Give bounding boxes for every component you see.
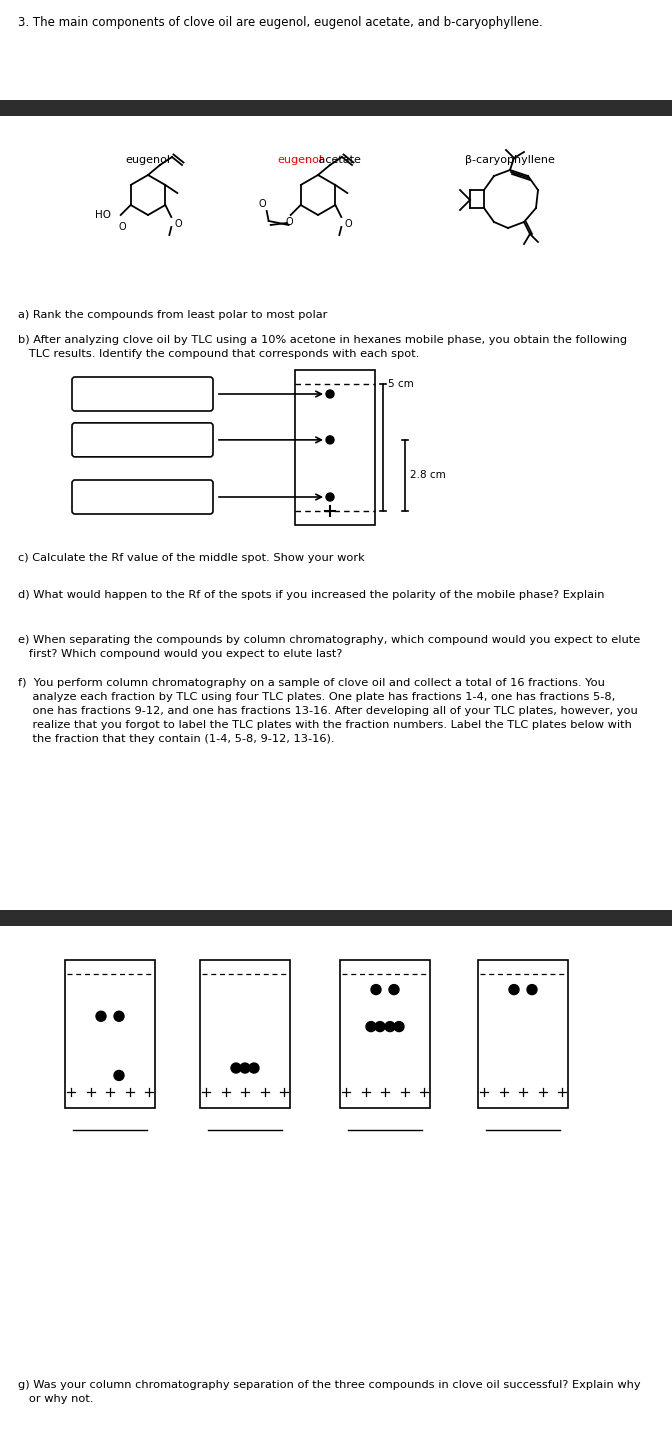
- Circle shape: [326, 435, 334, 444]
- Circle shape: [385, 1021, 395, 1031]
- Text: c) Calculate the Rf value of the middle spot. Show your work: c) Calculate the Rf value of the middle …: [18, 553, 365, 563]
- Circle shape: [249, 1063, 259, 1073]
- Text: O: O: [119, 222, 126, 232]
- Bar: [340, 959, 430, 1108]
- Circle shape: [394, 1021, 404, 1031]
- Text: a) Rank the compounds from least polar to most polar: a) Rank the compounds from least polar t…: [18, 309, 327, 319]
- Text: O: O: [259, 199, 267, 209]
- Text: O: O: [344, 219, 352, 229]
- Circle shape: [509, 985, 519, 995]
- Text: HO: HO: [95, 211, 111, 221]
- Circle shape: [231, 1063, 241, 1073]
- Text: O: O: [285, 218, 293, 228]
- Text: the fraction that they contain (1-4, 5-8, 9-12, 13-16).: the fraction that they contain (1-4, 5-8…: [18, 735, 335, 745]
- Bar: [478, 959, 568, 1108]
- Text: β-caryophyllene: β-caryophyllene: [465, 155, 555, 165]
- Text: TLC results. Identify the compound that corresponds with each spot.: TLC results. Identify the compound that …: [18, 349, 419, 359]
- Circle shape: [375, 1021, 385, 1031]
- Text: analyze each fraction by TLC using four TLC plates. One plate has fractions 1-4,: analyze each fraction by TLC using four …: [18, 692, 616, 702]
- FancyBboxPatch shape: [72, 422, 213, 457]
- Text: b) After analyzing clove oil by TLC using a 10% acetone in hexanes mobile phase,: b) After analyzing clove oil by TLC usin…: [18, 335, 627, 345]
- FancyBboxPatch shape: [72, 377, 213, 411]
- Text: eugenol: eugenol: [278, 155, 323, 165]
- Circle shape: [366, 1021, 376, 1031]
- Text: f)  You perform column chromatography on a sample of clove oil and collect a tot: f) You perform column chromatography on …: [18, 677, 605, 687]
- Text: 2.8 cm: 2.8 cm: [410, 471, 446, 481]
- Circle shape: [96, 1011, 106, 1021]
- FancyBboxPatch shape: [72, 480, 213, 514]
- Circle shape: [240, 1063, 250, 1073]
- Text: acetate: acetate: [315, 155, 361, 165]
- Text: first? Which compound would you expect to elute last?: first? Which compound would you expect t…: [18, 649, 342, 659]
- Circle shape: [114, 1011, 124, 1021]
- Bar: [0, 100, 672, 116]
- Text: O: O: [174, 219, 182, 229]
- Text: eugenol: eugenol: [126, 155, 171, 165]
- Circle shape: [114, 1071, 124, 1080]
- Bar: [65, 959, 155, 1108]
- Text: one has fractions 9-12, and one has fractions 13-16. After developing all of you: one has fractions 9-12, and one has frac…: [18, 706, 638, 716]
- Bar: [200, 959, 290, 1108]
- Text: 3. The main components of clove oil are eugenol, eugenol acetate, and b-caryophy: 3. The main components of clove oil are …: [18, 16, 543, 29]
- Circle shape: [371, 985, 381, 995]
- Text: d) What would happen to the Rf of the spots if you increased the polarity of the: d) What would happen to the Rf of the sp…: [18, 590, 605, 600]
- Text: 5 cm: 5 cm: [388, 379, 414, 390]
- Text: g) Was your column chromatography separation of the three compounds in clove oil: g) Was your column chromatography separa…: [18, 1380, 640, 1390]
- Circle shape: [326, 493, 334, 501]
- Text: or why not.: or why not.: [18, 1393, 93, 1403]
- Text: e) When separating the compounds by column chromatography, which compound would : e) When separating the compounds by colu…: [18, 634, 640, 644]
- Text: realize that you forgot to label the TLC plates with the fraction numbers. Label: realize that you forgot to label the TLC…: [18, 720, 632, 730]
- Bar: [295, 369, 375, 526]
- Bar: [0, 909, 672, 927]
- Circle shape: [389, 985, 399, 995]
- Circle shape: [326, 390, 334, 398]
- Circle shape: [527, 985, 537, 995]
